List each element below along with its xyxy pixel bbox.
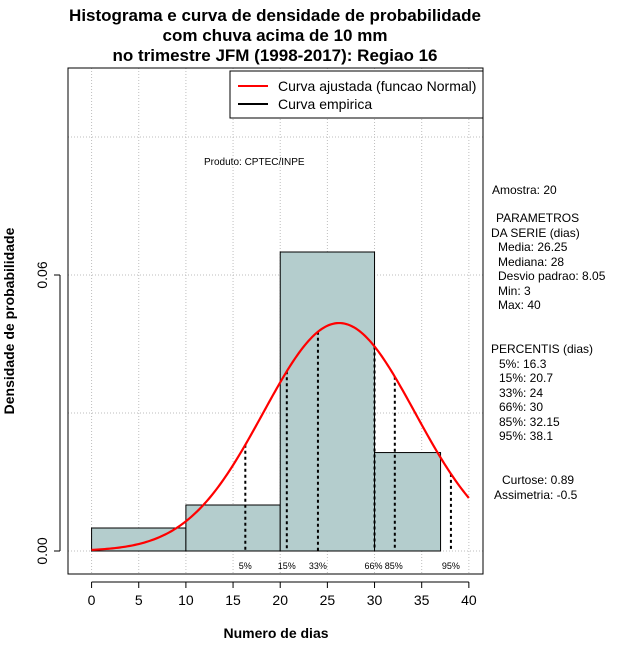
percentiles-header: PERCENTIS (dias) [491,342,594,356]
histogram-bar-2 [279,251,376,552]
legend-box [229,70,484,119]
series-parameters: PARAMETROS DA SERIE (dias) Media: 26.25 … [491,211,606,313]
shape-stats: Curtose: 0.89 Assimetria: -0.5 [494,473,577,502]
sample-size: Amostra: 20 [492,183,557,197]
axes: 0 5 10 15 20 25 30 35 40 0.00 0.06 [34,261,477,608]
x-tick-label-8: 40 [461,592,477,608]
percentiles-box: PERCENTIS (dias) 5%: 16.3 15%: 20.7 33%:… [491,342,593,444]
stat-media: Media: 26.25 [498,240,568,254]
stat-p15: 15%: 20.7 [499,371,554,385]
histogram-bars [91,251,442,552]
x-tick-label-1: 5 [135,592,143,608]
histogram-bar-1 [185,504,281,552]
y-tick-label-0: 0.00 [34,537,50,564]
x-tick-label-4: 20 [272,592,288,608]
title-line-2: com chuva acima de 10 mm [162,26,388,45]
percentile-label-1: 15% [278,561,296,571]
stat-mediana: Mediana: 28 [498,254,565,269]
stat-p5: 5%: 16.3 [499,356,547,371]
legend-fitted-label: Curva ajustada (funcao Normal) [278,78,476,94]
y-tick-label-1: 0.06 [34,261,50,288]
title-line-3: no trimestre JFM (1998-2017): Regiao 16 [112,46,438,65]
histogram-bar-3 [374,452,442,552]
x-tick-label-5: 25 [320,592,336,608]
stat-assimetria: Assimetria: -0.5 [494,487,578,502]
legend: Curva ajustada (funcao Normal) Curva emp… [229,70,484,119]
stat-p66: 66%: 30 [499,400,544,414]
params-header: PARAMETROS [496,211,580,225]
x-tick-label-7: 35 [414,592,430,608]
plot-frame [67,67,484,575]
percentile-label-0: 5% [239,561,252,571]
percentile-label-4: 85% [385,561,403,571]
chart-title: Histograma e curva de densidade de proba… [40,6,510,66]
legend-empirical-label: Curva empirica [278,96,372,112]
title-line-1: Histograma e curva de densidade de proba… [69,6,481,25]
stat-desvio: Desvio padrao: 8.05 [498,269,606,283]
params-header-2: DA SERIE (dias) [491,225,580,240]
stat-p33: 33%: 24 [499,385,544,400]
percentile-label-3: 66% [365,561,383,571]
y-axis-label: Densidade de probabilidade [1,227,17,414]
product-label: Produto: CPTEC/INPE [204,157,305,168]
x-tick-label-3: 15 [225,592,241,608]
stat-p85: 85%: 32.15 [499,414,560,429]
normal-fit-curve [91,321,470,551]
stat-min: Min: 3 [498,283,531,298]
percentile-label-5: 95% [442,561,460,571]
percentile-lines: 5% 15% 33% 66% 85% 95% [239,331,460,571]
x-tick-label-0: 0 [88,592,96,608]
stat-max: Max: 40 [498,298,541,312]
x-tick-label-6: 30 [367,592,383,608]
percentile-label-2: 33% [309,561,327,571]
x-tick-label-2: 10 [178,592,194,608]
stat-p95: 95%: 38.1 [499,429,554,443]
x-axis-label: Numero de dias [223,625,328,641]
stat-curtose: Curtose: 0.89 [502,473,575,487]
